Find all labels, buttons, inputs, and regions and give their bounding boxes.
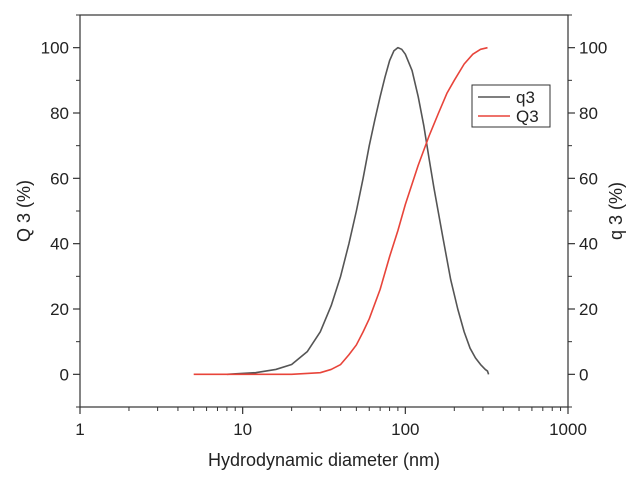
y-axis-left-title: Q 3 (%) [14,180,34,242]
x-axis-ticks: 1 10 100 1000 [75,407,587,439]
x-tick-label: 1000 [549,420,587,439]
axes [79,14,569,408]
y-right-tick-label: 40 [579,235,598,254]
y-right-tick-label: 80 [579,104,598,123]
y-right-tick-label: 60 [579,169,598,188]
y-axis-ticks: 0 0 20 20 40 40 60 60 80 80 100 100 [41,14,607,408]
y-left-tick-label: 20 [50,300,69,319]
x-tick-label: 1 [75,420,84,439]
y-left-tick-label: 40 [50,235,69,254]
y-right-tick-label: 0 [579,365,588,384]
series-line-q3 [226,46,490,376]
y-left-tick-label: 80 [50,104,69,123]
legend-box [471,84,551,128]
plot-frame [79,14,569,408]
y-axis-right-title: q 3 (%) [606,182,626,240]
legend: q3 Q3 [471,84,551,128]
y-left-tick-label: 60 [50,169,69,188]
x-tick-label: 10 [233,420,252,439]
series-layer [193,46,490,376]
y-left-tick-label: 100 [41,39,69,58]
y-right-tick-label: 100 [579,39,607,58]
x-tick-label: 100 [391,420,419,439]
legend-label-Q3: Q3 [516,107,539,126]
x-axis-title: Hydrodynamic diameter (nm) [208,450,440,470]
y-right-tick-label: 20 [579,300,598,319]
series-line-Q3 [193,46,488,376]
legend-label-q3: q3 [516,88,535,107]
y-left-tick-label: 0 [60,365,69,384]
